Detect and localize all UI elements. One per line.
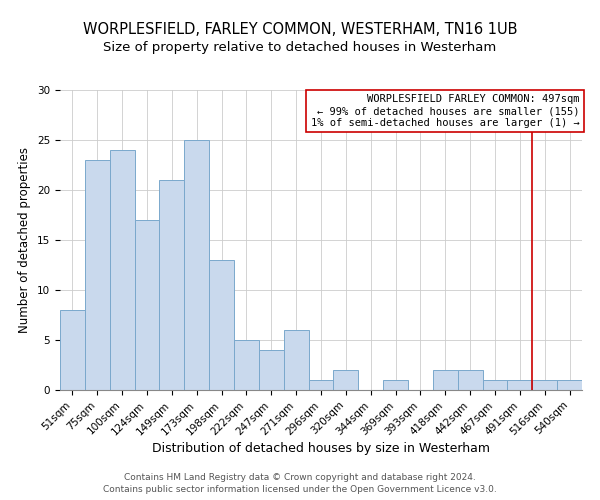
Bar [85, 160, 110, 390]
Text: Contains public sector information licensed under the Open Government Licence v3: Contains public sector information licen… [103, 485, 497, 494]
Bar [284, 330, 308, 390]
Bar [482, 380, 508, 390]
Y-axis label: Number of detached properties: Number of detached properties [19, 147, 31, 333]
Bar [134, 220, 160, 390]
X-axis label: Distribution of detached houses by size in Westerham: Distribution of detached houses by size … [152, 442, 490, 455]
Text: WORPLESFIELD, FARLEY COMMON, WESTERHAM, TN16 1UB: WORPLESFIELD, FARLEY COMMON, WESTERHAM, … [83, 22, 517, 38]
Bar [209, 260, 234, 390]
Text: WORPLESFIELD FARLEY COMMON: 497sqm
← 99% of detached houses are smaller (155)
1%: WORPLESFIELD FARLEY COMMON: 497sqm ← 99%… [311, 94, 580, 128]
Bar [110, 150, 134, 390]
Text: Size of property relative to detached houses in Westerham: Size of property relative to detached ho… [103, 41, 497, 54]
Bar [383, 380, 408, 390]
Bar [433, 370, 458, 390]
Bar [60, 310, 85, 390]
Bar [259, 350, 284, 390]
Bar [334, 370, 358, 390]
Bar [160, 180, 184, 390]
Bar [557, 380, 582, 390]
Text: Contains HM Land Registry data © Crown copyright and database right 2024.: Contains HM Land Registry data © Crown c… [124, 472, 476, 482]
Bar [234, 340, 259, 390]
Bar [508, 380, 532, 390]
Bar [532, 380, 557, 390]
Bar [458, 370, 482, 390]
Bar [308, 380, 334, 390]
Bar [184, 140, 209, 390]
